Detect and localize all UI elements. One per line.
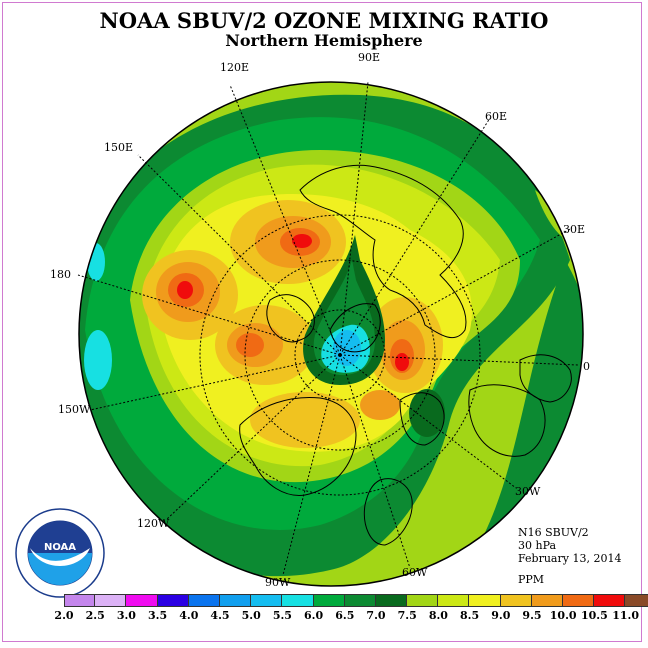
longitude-label: 0 <box>583 360 590 373</box>
longitude-label: 180 <box>50 268 71 281</box>
orange-southeast <box>360 390 400 420</box>
noaa-logo: NOAA <box>15 508 105 598</box>
longitude-label: 60W <box>402 566 428 579</box>
coastlines <box>239 164 572 546</box>
legend-swatch <box>625 594 648 607</box>
meridian-90e <box>339 81 369 356</box>
east-dark-green <box>470 260 583 560</box>
longitude-label: 30W <box>515 485 541 498</box>
legend-tick-label: 5.5 <box>272 609 292 622</box>
legend-tick-label: 10.5 <box>580 609 608 622</box>
legend-tick-label: 6.0 <box>304 609 324 622</box>
legend-tick-label: 3.0 <box>116 609 136 622</box>
legend-swatch <box>469 594 501 607</box>
logo-gull <box>30 548 90 566</box>
legend-swatch <box>188 594 220 607</box>
latitude-circle-70n <box>294 309 386 401</box>
legend-tick-label: 4.0 <box>179 609 199 622</box>
polar-vortex-min <box>333 330 361 366</box>
legend-swatch <box>375 594 408 607</box>
north-america-coast <box>239 396 357 496</box>
level-label: 30 hPa <box>518 539 557 552</box>
iceland-coast <box>399 392 445 446</box>
orange-central-core <box>236 333 264 357</box>
orange-south <box>250 392 360 448</box>
longitude-label: 150E <box>104 141 133 154</box>
legend-ticks: 2.0 2.5 3.0 3.5 4.0 4.5 5.0 5.5 6.0 6.5 7.0 7.5 8.0 8… <box>49 609 639 623</box>
legend-tick-label: 7.0 <box>366 609 386 622</box>
legend-tick-label: 11.0 <box>612 609 639 622</box>
graticule <box>77 81 579 576</box>
meridian-60w <box>339 354 411 569</box>
legend-tick-label: 2.0 <box>54 609 74 622</box>
legend-swatch <box>344 594 376 607</box>
longitude-label: 120W <box>137 517 170 530</box>
legend-swatch <box>157 594 189 607</box>
legend-swatch <box>282 594 314 607</box>
legend-swatch <box>594 594 626 607</box>
legend-swatch <box>219 594 252 607</box>
legend-swatch <box>251 594 283 607</box>
dark-green-pocket <box>409 389 445 437</box>
red-max-west <box>177 281 193 299</box>
logo-text: NOAA <box>44 542 76 553</box>
ozone-field <box>79 82 583 586</box>
meridian-30w <box>339 354 517 489</box>
legend-swatch <box>95 594 127 607</box>
legend-swatch <box>126 594 158 607</box>
legend-tick-label: 3.5 <box>148 609 168 622</box>
legend-tick-label: 9.5 <box>522 609 542 622</box>
legend-tick-label: 6.5 <box>335 609 355 622</box>
date-label: February 13, 2014 <box>518 552 622 565</box>
longitude-labels: 90E 60E 30E 0 30W 60W 90W 120W 150W 180 … <box>50 51 590 589</box>
greenland-coast <box>329 303 381 353</box>
legend-tick-label: 4.5 <box>210 609 230 622</box>
africa-coast <box>519 354 572 403</box>
red-max-east <box>395 353 409 371</box>
meridian-60e <box>339 117 491 356</box>
meridian-150e <box>137 154 341 356</box>
longitude-label: 120E <box>220 61 249 74</box>
south-america-coast <box>363 478 413 546</box>
meridian-30e <box>339 227 573 356</box>
logo-top-half <box>28 521 92 553</box>
legend-tick-label: 10.0 <box>549 609 577 622</box>
legend-tick-label: 8.5 <box>460 609 480 622</box>
asia-coast <box>299 164 467 339</box>
map-subtitle: Northern Hemisphere <box>225 31 423 50</box>
longitude-label: 90E <box>358 51 380 64</box>
color-legend <box>64 594 648 607</box>
meridian-120e <box>229 84 341 356</box>
longitude-label: 90W <box>265 576 291 589</box>
legend-swatch <box>438 594 470 607</box>
legend-swatch <box>563 594 595 607</box>
legend-tick-label: 8.0 <box>428 609 448 622</box>
europe-coast <box>468 384 546 457</box>
legend-swatch <box>64 594 96 607</box>
meridian-150w <box>89 354 341 411</box>
alaska-coast <box>266 294 315 343</box>
longitude-label: 60E <box>485 110 507 123</box>
red-max-north <box>292 234 312 248</box>
instrument-label: N16 SBUV/2 <box>518 526 589 539</box>
legend-swatch <box>313 594 345 607</box>
legend-swatch <box>407 594 439 607</box>
legend-tick-label: 5.0 <box>241 609 261 622</box>
longitude-label: 150W <box>58 403 91 416</box>
info-block: N16 SBUV/2 30 hPa February 13, 2014 PPM <box>518 526 621 586</box>
map-title: NOAA SBUV/2 OZONE MIXING RATIO <box>99 8 549 33</box>
legend-tick-label: 7.5 <box>397 609 417 622</box>
legend-tick-label: 2.5 <box>85 609 105 622</box>
longitude-label: 30E <box>563 223 585 236</box>
units-label: PPM <box>518 573 545 586</box>
latitude-circle-30n <box>199 214 481 496</box>
map-boundary <box>78 81 584 587</box>
cyan-low-west-2 <box>84 330 112 390</box>
legend-tick-label: 9.0 <box>491 609 511 622</box>
legend-swatch <box>500 594 532 607</box>
latitude-circle-50n <box>244 259 436 451</box>
meridian-90w <box>282 354 341 576</box>
legend-swatch <box>531 594 563 607</box>
